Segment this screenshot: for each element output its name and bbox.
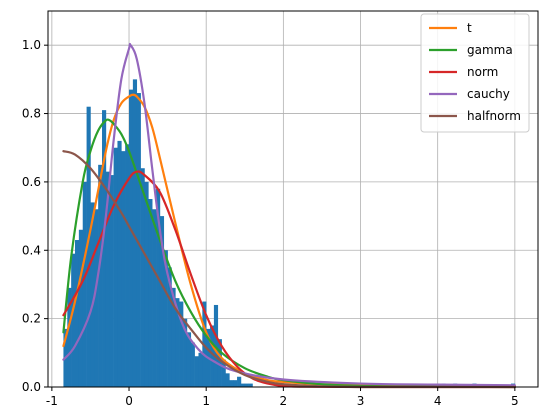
histogram-bar [221,359,226,387]
histogram-bar [225,373,230,387]
histogram-bar [75,240,80,387]
histogram-bar [244,383,249,387]
histogram-bar [121,151,126,387]
histogram-bar [148,199,153,387]
legend-label-cauchy: cauchy [467,87,510,101]
x-tick-label: 1 [202,394,210,408]
histogram-bar [105,171,111,387]
histogram-bar [179,301,184,387]
x-tick-label: 3 [357,394,365,408]
histogram-bar [94,209,99,387]
series-line-cauchy [62,42,516,387]
histogram-bar [217,339,222,387]
series-lines [62,42,516,389]
histogram-bar [210,325,215,387]
legend-box [420,13,530,133]
histogram-bar [136,93,141,387]
histogram-bar [90,202,95,387]
histogram-bar [194,356,199,387]
histogram-bar [229,380,234,387]
series-line-halfnorm [62,150,516,389]
histogram-bar [102,110,107,388]
histogram-bar [163,250,168,387]
legend: t gamma norm cauchy halfnorm [420,13,530,133]
histogram-bar [240,383,246,387]
histogram-bar [152,209,157,387]
histogram-bar [156,188,161,387]
histogram-bar [98,164,103,387]
legend-label-norm: norm [467,65,498,79]
legend-label-gamma: gamma [467,43,513,57]
histogram-bar [198,352,203,387]
histogram-bar [159,216,165,387]
x-tick-label: -1 [46,394,58,408]
y-tick-label: 0.4 [22,243,41,257]
y-tick-label: 0.2 [22,312,41,326]
y-tick-label: 1.0 [22,38,41,52]
legend-label-halfnorm: halfnorm [467,109,521,123]
histogram-bar [175,298,180,387]
histogram-bar [109,175,114,387]
histogram-bar [82,181,87,387]
x-tick-label: 2 [280,394,288,408]
histogram-bar [186,332,192,387]
histogram-bar [144,181,149,387]
histogram-bar [171,287,176,387]
series-line-gamma [62,118,516,389]
histogram-bar [71,253,76,387]
y-tick-label: 0.6 [22,175,41,189]
y-tick-label: 0.0 [22,380,41,394]
histogram-bar [86,106,91,387]
histogram-bar [67,287,72,387]
x-tick-label: 0 [125,394,133,408]
legend-label-t: t [467,21,472,35]
histogram-bar [117,140,122,387]
x-tick-label: 5 [511,394,519,408]
histogram-bar [113,147,118,387]
histogram-bar [233,380,238,387]
histogram-bar [237,376,242,387]
histogram-bar [190,342,195,387]
histogram-bar [140,168,145,387]
histogram-bar [167,267,172,387]
histogram-bar [125,144,130,387]
histogram-bar [183,318,188,387]
histogram-bar [248,383,253,387]
histogram-bar [132,79,138,387]
axes-frame [47,10,539,388]
histogram-bar [129,89,134,388]
y-axis-ticks: 0.0 0.2 0.4 0.6 0.8 1.0 [22,38,48,394]
histogram-bars [63,79,516,388]
x-axis-ticks: -1 0 1 2 3 4 5 [46,387,519,408]
x-tick-label: 4 [434,394,442,408]
y-tick-label: 0.8 [22,107,41,121]
histogram-bar [78,229,84,387]
